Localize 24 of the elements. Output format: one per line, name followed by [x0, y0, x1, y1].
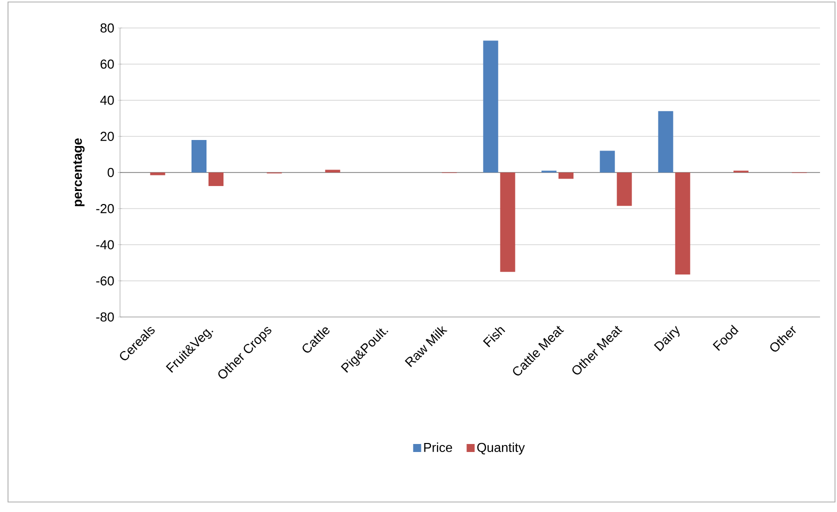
bar: [325, 170, 340, 172]
y-tick-label: -40: [96, 240, 114, 250]
y-tick-label: 60: [100, 60, 114, 69]
bar: [675, 172, 690, 275]
bar: [558, 172, 574, 179]
y-axis-title: percentage: [73, 138, 85, 206]
bar: [658, 111, 674, 172]
bar: [192, 140, 207, 172]
y-tick-label: -20: [96, 204, 114, 214]
bar: [208, 172, 224, 186]
bar: [600, 150, 615, 172]
y-tick-label: -80: [96, 312, 114, 322]
bar: [483, 40, 498, 172]
bar: [616, 172, 632, 206]
y-tick-label: 0: [108, 168, 114, 178]
legend-label: Quantity: [477, 442, 525, 455]
y-tick-label: 80: [100, 23, 114, 33]
y-tick-label: 40: [100, 96, 114, 105]
legend-label: Price: [424, 442, 452, 452]
y-tick-label: 20: [100, 132, 114, 141]
y-tick-label: -60: [96, 276, 114, 286]
x-tick-label: Fish: [482, 327, 506, 348]
bar: [150, 172, 166, 176]
bar: [500, 172, 516, 272]
